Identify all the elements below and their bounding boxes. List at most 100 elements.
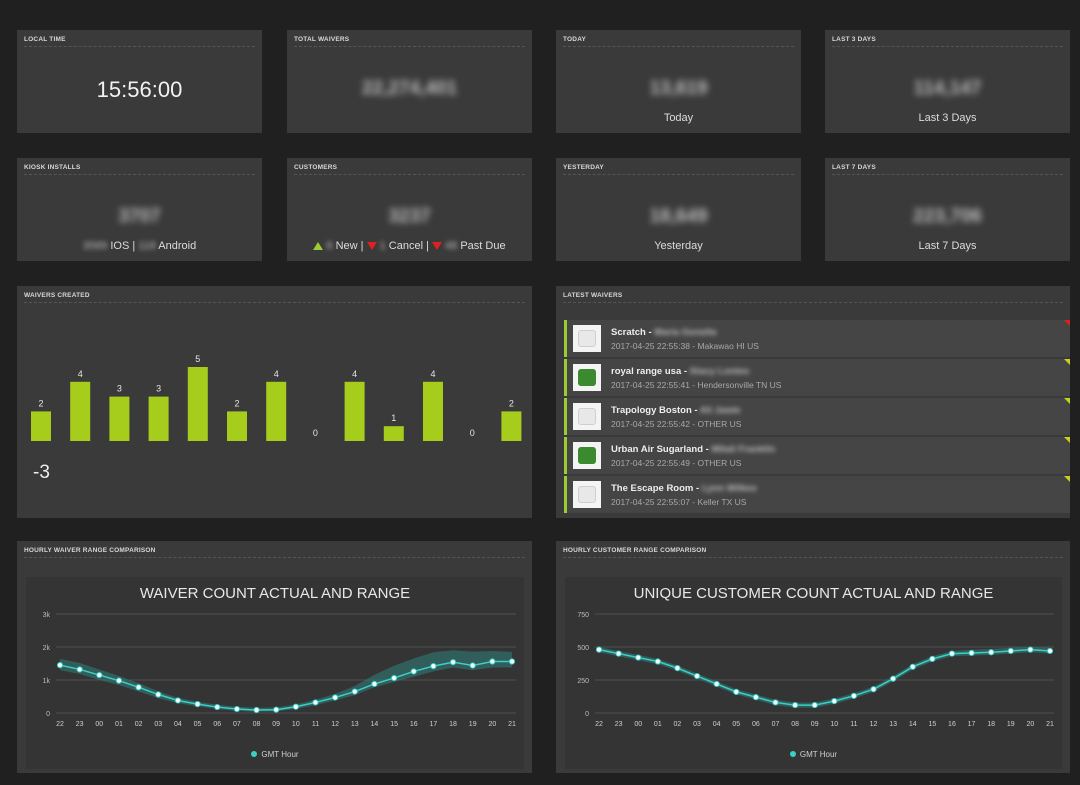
data-point[interactable] xyxy=(674,665,681,672)
data-point[interactable] xyxy=(1046,647,1054,655)
x-tick-label: 08 xyxy=(791,721,799,728)
data-point[interactable] xyxy=(351,688,358,695)
data-point[interactable] xyxy=(194,700,201,708)
y-tick-label: 1k xyxy=(43,678,51,685)
data-point[interactable] xyxy=(273,706,280,713)
data-point[interactable] xyxy=(430,663,437,670)
data-point[interactable] xyxy=(371,680,378,688)
customers-breakdown: 6 New | 1 Cancel | 48 Past Due xyxy=(287,240,532,252)
y-tick-label: 500 xyxy=(577,645,589,652)
data-point[interactable] xyxy=(469,662,476,669)
bar[interactable] xyxy=(227,411,247,441)
venue-logo xyxy=(573,442,601,469)
x-tick-label: 17 xyxy=(968,721,976,728)
data-point[interactable] xyxy=(909,663,916,670)
waiver-line-chart: 0 1k 2k 3k 22 23 00 01 02 03 04 05 06 07 08 09 10 11 12 13 1… xyxy=(43,612,516,728)
data-point[interactable] xyxy=(332,694,339,701)
bar-label: 3 xyxy=(156,384,161,394)
waiver-list-item[interactable]: royal range usa - Stacy Lonteo 2017-04-25… xyxy=(564,359,1070,396)
data-point[interactable] xyxy=(635,654,642,661)
widget-title: LOCAL TIME xyxy=(24,36,255,47)
bar[interactable] xyxy=(344,381,365,441)
data-point[interactable] xyxy=(508,658,516,665)
data-point[interactable] xyxy=(410,668,417,675)
waiver-list-item[interactable]: Scratch - Maria Gonella 2017-04-25 22:55:… xyxy=(564,320,1070,357)
last-7-days-widget: LAST 7 DAYS 223,706 Last 7 Days xyxy=(825,158,1070,261)
waiver-list-item[interactable]: Urban Air Sugarland - Mitali Franklin 201… xyxy=(564,437,1070,474)
x-tick-label: 23 xyxy=(76,721,84,728)
data-point[interactable] xyxy=(948,650,956,657)
data-point[interactable] xyxy=(489,658,496,665)
data-point[interactable] xyxy=(870,686,877,693)
down-arrow-icon xyxy=(366,242,377,250)
data-point[interactable] xyxy=(988,649,995,656)
waivers-delta: -3 xyxy=(33,462,50,483)
y-tick-label: 0 xyxy=(46,711,50,718)
venue-name: royal range usa - xyxy=(611,366,690,377)
bar[interactable] xyxy=(148,396,169,441)
hourly-customer-widget: HOURLY CUSTOMER RANGE COMPARISON UNIQUE … xyxy=(556,541,1070,773)
bar[interactable] xyxy=(187,367,208,441)
chart-title: UNIQUE CUSTOMER COUNT ACTUAL AND RANGE xyxy=(633,585,994,602)
status-flag-icon xyxy=(1064,359,1070,365)
x-tick-label: 04 xyxy=(174,721,182,728)
data-point[interactable] xyxy=(292,703,299,710)
x-tick-label: 06 xyxy=(213,721,221,728)
bar[interactable] xyxy=(266,381,287,441)
x-tick-label: 02 xyxy=(135,721,143,728)
waiver-venue: The Escape Room - Lynn Wilkes xyxy=(611,483,757,494)
data-point[interactable] xyxy=(850,692,858,699)
x-tick-label: 05 xyxy=(732,721,740,728)
x-tick-label: 21 xyxy=(508,721,516,728)
data-point[interactable] xyxy=(135,684,142,691)
data-point[interactable] xyxy=(56,662,64,669)
data-point[interactable] xyxy=(76,666,83,673)
bar[interactable] xyxy=(109,396,130,441)
data-point[interactable] xyxy=(890,675,897,682)
data-point[interactable] xyxy=(733,688,740,695)
signer-name: Stacy Lonteo xyxy=(689,366,750,377)
data-point[interactable] xyxy=(811,701,818,709)
data-point[interactable] xyxy=(752,694,759,701)
actual-line xyxy=(59,660,512,711)
data-point[interactable] xyxy=(693,672,701,680)
x-tick-label: 17 xyxy=(429,721,437,728)
data-point[interactable] xyxy=(968,649,975,657)
data-point[interactable] xyxy=(312,699,319,706)
waiver-list-item[interactable]: The Escape Room - Lynn Wilkes 2017-04-25 … xyxy=(564,476,1070,513)
waiver-meta: 2017-04-25 22:55:07 - Keller TX US xyxy=(611,497,747,507)
bar[interactable] xyxy=(31,411,51,441)
data-point[interactable] xyxy=(654,658,661,665)
venue-logo-icon xyxy=(578,408,596,425)
bar[interactable] xyxy=(423,381,443,441)
bar[interactable] xyxy=(501,411,522,441)
data-point[interactable] xyxy=(713,680,720,688)
x-tick-label: 12 xyxy=(331,721,339,728)
signer-name: Lynn Wilkes xyxy=(701,483,757,494)
data-point[interactable] xyxy=(929,655,936,662)
bar-label: 5 xyxy=(195,354,200,364)
chart-legend[interactable]: GMT Hour xyxy=(26,750,524,759)
data-point[interactable] xyxy=(214,703,221,711)
data-point[interactable] xyxy=(155,691,162,698)
data-point[interactable] xyxy=(831,698,838,705)
bar[interactable] xyxy=(383,426,404,441)
yesterday-widget: YESTERDAY 18,649 Yesterday xyxy=(556,158,801,261)
data-point[interactable] xyxy=(595,646,603,653)
chart-legend[interactable]: GMT Hour xyxy=(565,750,1062,759)
data-point[interactable] xyxy=(449,659,457,666)
data-point[interactable] xyxy=(1007,647,1014,655)
data-point[interactable] xyxy=(1027,646,1034,653)
data-point[interactable] xyxy=(615,650,622,657)
data-point[interactable] xyxy=(791,701,799,709)
bar[interactable] xyxy=(70,381,91,441)
data-point[interactable] xyxy=(390,674,398,682)
data-point[interactable] xyxy=(253,706,260,714)
waiver-meta: 2017-04-25 22:55:42 - OTHER US xyxy=(611,419,742,429)
data-point[interactable] xyxy=(96,671,103,679)
data-point[interactable] xyxy=(772,699,779,706)
data-point[interactable] xyxy=(174,697,182,704)
data-point[interactable] xyxy=(233,705,240,713)
waiver-list-item[interactable]: Trapology Boston - Ali Jawie 2017-04-25 2… xyxy=(564,398,1070,435)
data-point[interactable] xyxy=(115,677,123,684)
